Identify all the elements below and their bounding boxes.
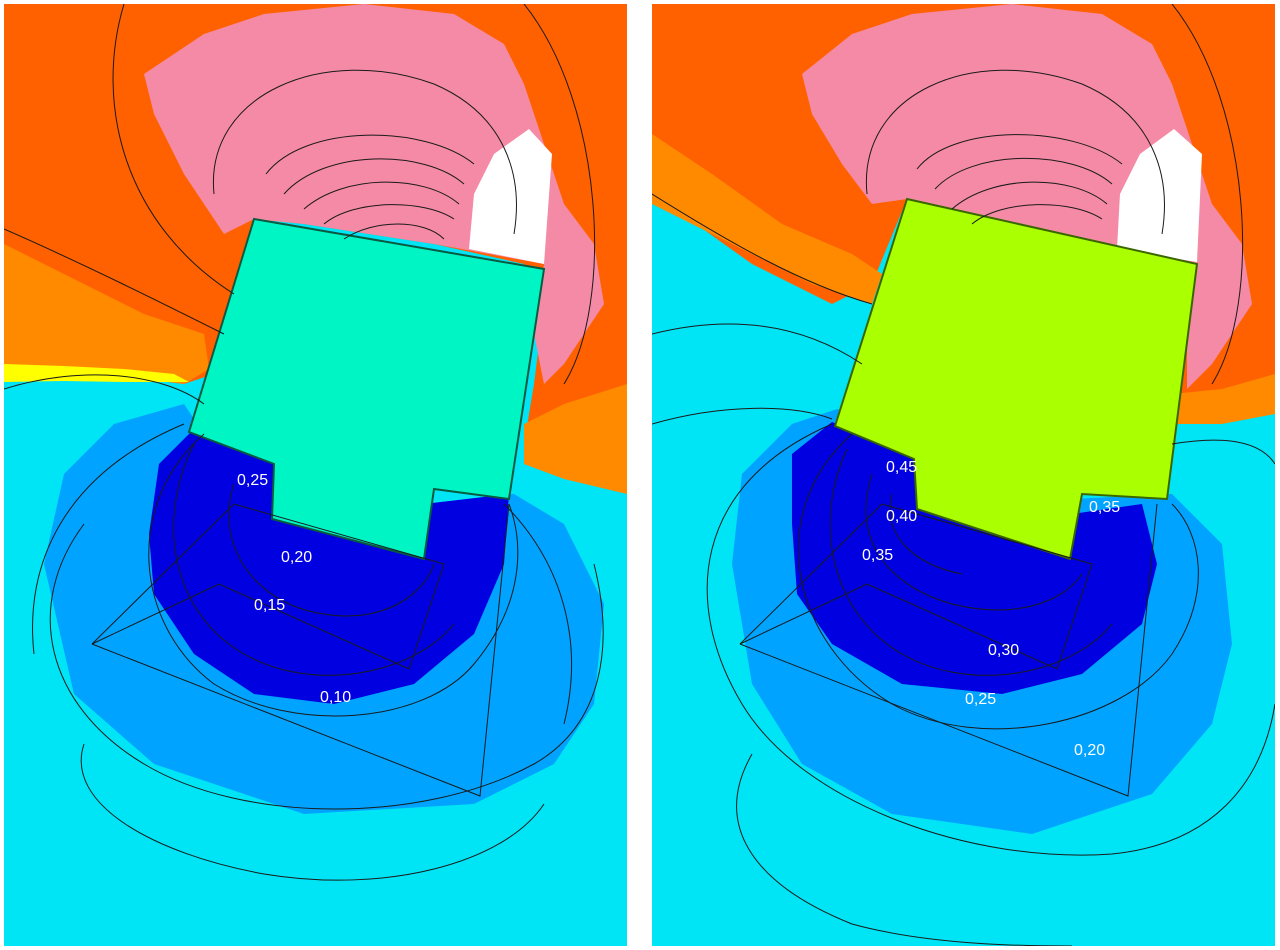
contour-line — [652, 323, 863, 365]
contour-line — [303, 181, 460, 210]
contour-value-label: 0,35 — [1089, 499, 1120, 516]
contour-map-right: 0,45 0,40 0,35 0,35 0,30 0,25 0,20 — [652, 4, 1275, 946]
contour-line — [865, 473, 1083, 611]
contour-value-label: 0,35 — [862, 547, 893, 564]
contour-value-label: 0,30 — [988, 642, 1019, 659]
contour-line — [323, 204, 455, 225]
contour-line — [797, 433, 1199, 730]
pink-zone — [144, 4, 604, 384]
contour-line — [283, 158, 465, 195]
contour-line — [265, 134, 475, 175]
contour-value-label: 0,20 — [1074, 742, 1105, 759]
contour-line — [916, 134, 1123, 170]
orange-light-band-right — [1172, 374, 1275, 424]
pink-zone — [802, 4, 1252, 389]
contour-line — [112, 4, 235, 295]
contour-map-left: 0,25 0,20 0,15 0,10 — [4, 4, 627, 946]
contour-line — [889, 493, 963, 575]
contour-map-left-svg: 0,25 0,20 0,15 0,10 — [4, 4, 627, 946]
contour-line — [49, 523, 604, 810]
contour-value-label: 0,25 — [237, 472, 268, 489]
contour-line — [523, 4, 595, 385]
contour-line — [32, 423, 185, 655]
building-footprint — [187, 217, 546, 561]
contour-line — [4, 228, 225, 335]
contour-line — [503, 503, 572, 725]
contour-line — [212, 69, 517, 235]
contour-line — [148, 433, 519, 717]
contour-value-label: 0,40 — [886, 508, 917, 525]
contour-map-right-svg: 0,45 0,40 0,35 0,35 0,30 0,25 0,20 — [652, 4, 1275, 946]
contour-value-label: 0,20 — [281, 549, 312, 566]
contour-line — [706, 423, 1275, 856]
contour-line — [652, 407, 833, 425]
contour-value-label: 0,15 — [254, 597, 285, 614]
contour-line — [971, 204, 1103, 225]
contour-line — [1171, 4, 1243, 385]
contour-value-labels: 0,45 0,40 0,35 0,35 0,30 0,25 0,20 — [862, 459, 1120, 759]
contour-value-label: 0,45 — [886, 459, 917, 476]
contour-line — [4, 374, 205, 405]
yellow-strip — [4, 364, 189, 382]
contour-line — [951, 181, 1108, 210]
contour-line — [80, 743, 545, 881]
orange-light-band-right — [524, 384, 627, 494]
contour-line — [228, 483, 435, 617]
reference-outline-large — [739, 503, 1158, 797]
contour-line — [1171, 439, 1275, 465]
orange-light-band — [4, 244, 209, 384]
white-polygon — [469, 129, 552, 264]
contour-line — [652, 193, 873, 305]
contour-line — [736, 753, 1073, 946]
contour-value-label: 0,25 — [965, 691, 996, 708]
contour-line — [343, 223, 445, 240]
reference-outline — [739, 503, 1093, 670]
reference-outline — [91, 503, 445, 670]
dark-blue-zone — [792, 422, 1157, 694]
contour-lines — [652, 4, 1275, 946]
contour-value-labels: 0,25 0,20 0,15 0,10 — [237, 472, 351, 706]
white-polygon — [1117, 129, 1202, 262]
contour-line — [173, 443, 455, 676]
contour-lines — [4, 4, 604, 881]
reference-outline-large — [91, 503, 510, 797]
dark-blue-zone — [149, 429, 509, 704]
building-footprint — [833, 197, 1199, 561]
contour-value-label: 0,10 — [320, 689, 351, 706]
contour-line — [934, 157, 1113, 190]
contour-line — [865, 69, 1165, 235]
orange-light-band — [652, 134, 882, 304]
